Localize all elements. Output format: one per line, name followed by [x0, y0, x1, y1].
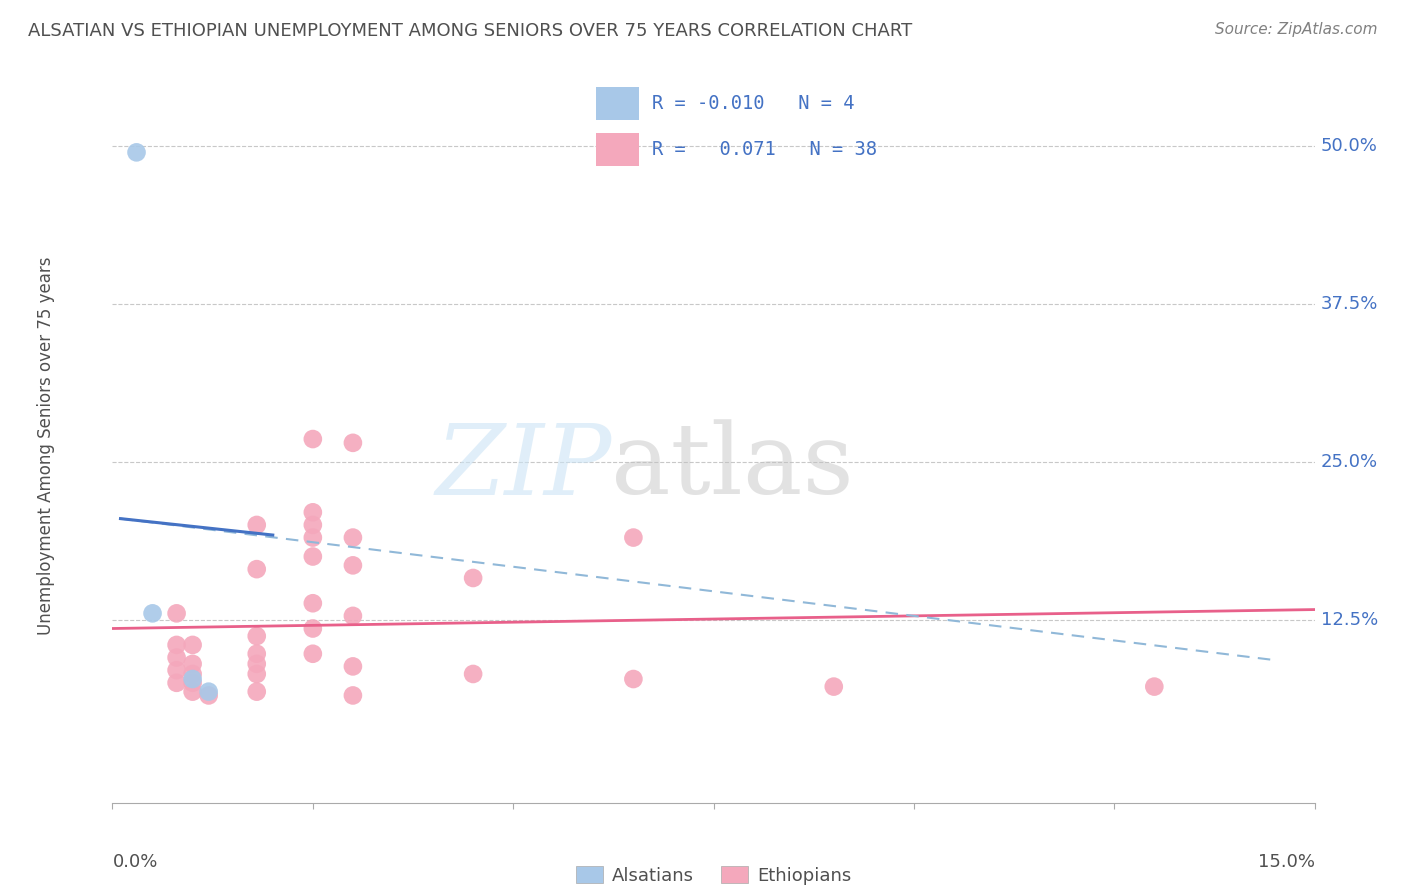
Point [302, 517, 325, 532]
Point [1143, 680, 1166, 694]
Text: 15.0%: 15.0% [1257, 853, 1315, 871]
Text: R = -0.010   N = 4: R = -0.010 N = 4 [651, 94, 853, 113]
Point [166, 607, 188, 621]
Text: ALSATIAN VS ETHIOPIAN UNEMPLOYMENT AMONG SENIORS OVER 75 YEARS CORRELATION CHART: ALSATIAN VS ETHIOPIAN UNEMPLOYMENT AMONG… [28, 22, 912, 40]
Point [823, 680, 845, 694]
Point [342, 659, 364, 673]
Text: atlas: atlas [612, 419, 853, 516]
Point [197, 689, 219, 703]
Point [302, 622, 325, 636]
Point [621, 531, 644, 545]
Point [302, 531, 325, 545]
Point [461, 667, 484, 681]
Point [181, 667, 204, 681]
Text: 37.5%: 37.5% [1320, 295, 1378, 313]
Point [302, 647, 325, 661]
Point [141, 607, 163, 621]
Point [197, 684, 219, 698]
Text: Source: ZipAtlas.com: Source: ZipAtlas.com [1215, 22, 1378, 37]
Point [342, 435, 364, 450]
Point [181, 684, 204, 698]
Text: 0.0%: 0.0% [112, 853, 157, 871]
Point [302, 432, 325, 446]
Point [246, 517, 269, 532]
Point [302, 505, 325, 519]
Legend: Alsatians, Ethiopians: Alsatians, Ethiopians [567, 857, 860, 892]
Text: R =   0.071   N = 38: R = 0.071 N = 38 [651, 140, 876, 159]
Point [246, 657, 269, 671]
Point [246, 647, 269, 661]
Point [342, 689, 364, 703]
Point [166, 663, 188, 677]
Point [166, 650, 188, 665]
Point [125, 145, 148, 160]
Point [246, 684, 269, 698]
Point [246, 629, 269, 643]
Text: Unemployment Among Seniors over 75 years: Unemployment Among Seniors over 75 years [38, 257, 55, 635]
Point [181, 675, 204, 690]
Point [342, 531, 364, 545]
Point [342, 558, 364, 573]
Point [302, 596, 325, 610]
Point [342, 608, 364, 623]
Point [246, 667, 269, 681]
Text: ZIP: ZIP [434, 420, 612, 515]
Point [181, 638, 204, 652]
Text: 25.0%: 25.0% [1320, 453, 1378, 471]
Point [621, 672, 644, 686]
Text: 50.0%: 50.0% [1320, 137, 1378, 155]
Bar [596, 133, 640, 166]
Point [181, 672, 204, 686]
Point [166, 638, 188, 652]
Bar [596, 87, 640, 120]
Text: 12.5%: 12.5% [1320, 611, 1378, 629]
Point [166, 675, 188, 690]
Point [181, 657, 204, 671]
Point [246, 562, 269, 576]
Point [461, 571, 484, 585]
Point [302, 549, 325, 564]
